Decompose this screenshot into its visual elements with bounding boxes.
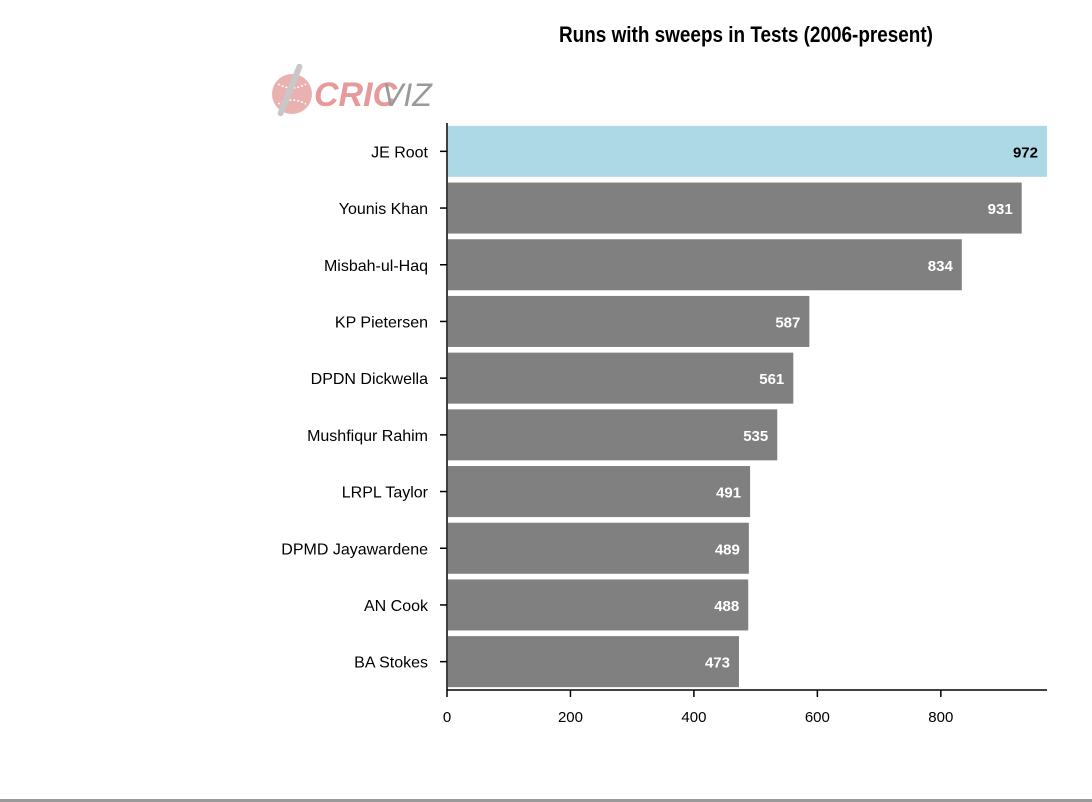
bar [448,239,962,291]
bar [448,295,810,347]
bar [448,522,749,574]
category-label: AN Cook [364,598,429,615]
bar-value-label: 491 [716,485,741,502]
chart-title: Runs with sweeps in Tests (2006-present) [559,22,933,47]
category-label: LRPL Taylor [342,485,429,502]
x-tick-label: 0 [443,709,451,726]
axes-layer: JE Root Younis Khan Misbah-ul-Haq KP Pieter… [281,123,1047,726]
x-tick-label: 800 [928,709,953,726]
category-label: BA Stokes [354,655,428,672]
bar [448,182,1022,234]
category-label: Mushfiqur Rahim [307,428,428,445]
bar-value-label: 931 [988,201,1013,218]
bar-value-label: 488 [714,598,739,615]
logo-text-light: VIZ [382,77,433,113]
category-label: JE Root [371,144,428,161]
bar [448,636,739,688]
bar-value-label: 834 [928,258,954,275]
bar [448,352,794,404]
logo-text-bold: CRIC [314,76,398,114]
cricviz-logo: CRIC VIZ [272,63,433,117]
bar-value-label: 972 [1013,144,1038,161]
category-label: Misbah-ul-Haq [324,258,428,275]
x-tick-label: 600 [805,709,830,726]
bar [448,579,749,631]
bar [448,125,1047,177]
bar-value-label: 535 [743,428,768,445]
bar [448,466,751,518]
category-label: KP Pietersen [335,314,428,331]
bottom-divider [0,799,1092,802]
bar-value-label: 489 [715,541,740,558]
cricket-ball-bat-icon [272,63,312,117]
x-tick-label: 200 [558,709,583,726]
x-tick-label: 400 [681,709,706,726]
category-label: DPMD Jayawardene [281,541,428,558]
bar [448,409,778,461]
bar-value-label: 587 [775,314,800,331]
bar-value-label: 561 [759,371,784,388]
category-label: DPDN Dickwella [311,371,428,388]
category-label: Younis Khan [339,201,428,218]
bar-value-label: 473 [705,655,730,672]
bars-layer: 972 931 834 587 561 535 491 489 488 473 [448,125,1047,688]
